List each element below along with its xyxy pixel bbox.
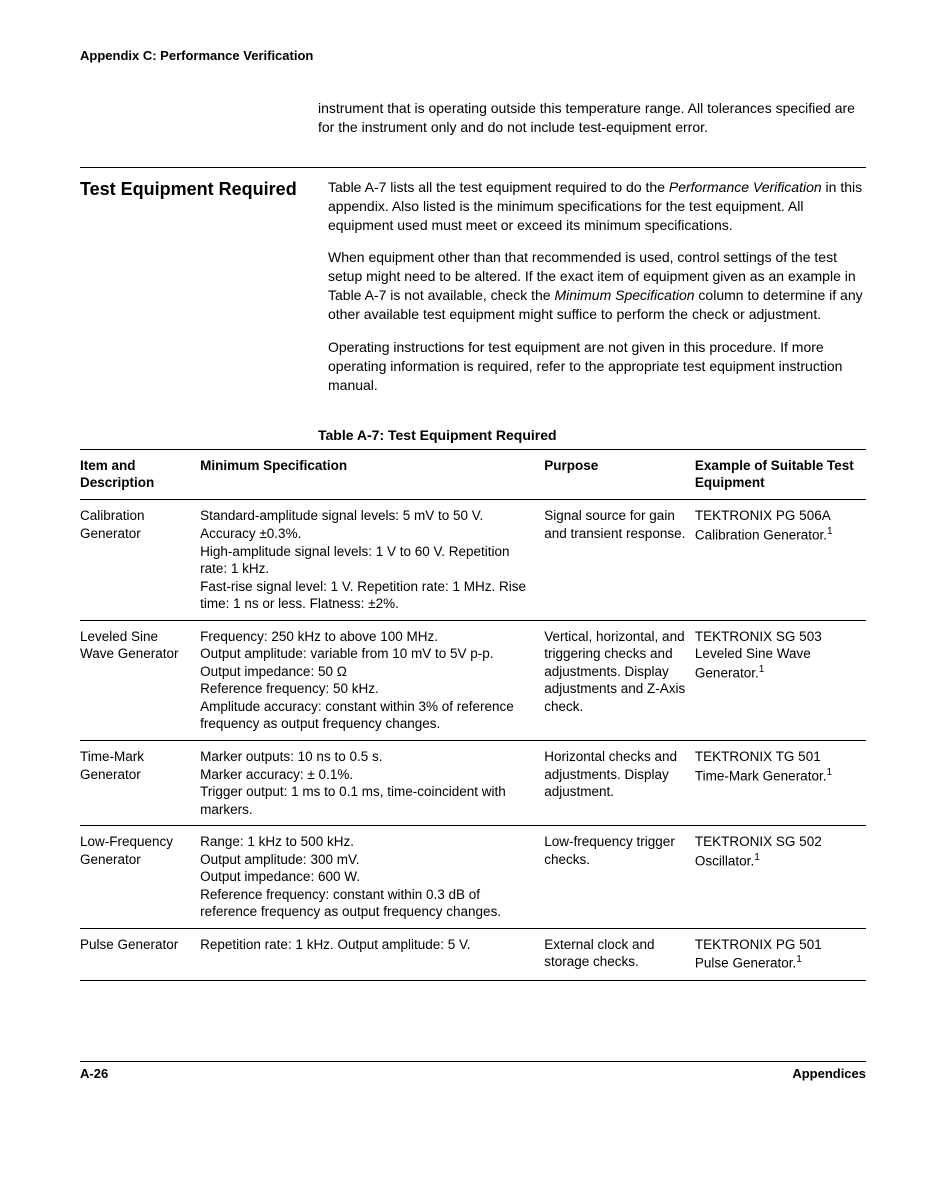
cell-item: Calibration Generator: [80, 500, 200, 620]
section-title: Test Equipment Required: [80, 178, 328, 409]
footer: A-26 Appendices: [80, 1061, 866, 1081]
table-header-row: Item and Description Minimum Specificati…: [80, 449, 866, 500]
table-caption: Table A-7: Test Equipment Required: [318, 427, 866, 443]
table-row: Leveled Sine Wave GeneratorFrequency: 25…: [80, 620, 866, 740]
cell-item: Leveled Sine Wave Generator: [80, 620, 200, 740]
page-number: A-26: [80, 1066, 108, 1081]
section-body: Table A-7 lists all the test equipment r…: [328, 178, 866, 409]
text-run-italic: Performance Verification: [669, 179, 822, 195]
cell-purpose: Vertical, horizontal, and triggering che…: [544, 620, 695, 740]
table-row: Time-Mark GeneratorMarker outputs: 10 ns…: [80, 741, 866, 826]
th-spec: Minimum Specification: [200, 449, 544, 500]
cell-purpose: Signal source for gain and transient res…: [544, 500, 695, 620]
cell-example: TEKTRONIX TG 501 Time-Mark Generator.1: [695, 741, 866, 826]
cell-spec: Marker outputs: 10 ns to 0.5 s. Marker a…: [200, 741, 544, 826]
cell-item: Low-Frequency Generator: [80, 826, 200, 929]
section-divider: [80, 167, 866, 168]
table-row: Calibration GeneratorStandard-amplitude …: [80, 500, 866, 620]
th-purpose: Purpose: [544, 449, 695, 500]
cell-purpose: Low-frequency trigger checks.: [544, 826, 695, 929]
text-run: Table A-7 lists all the test equipment r…: [328, 179, 669, 195]
table-row: Low-Frequency GeneratorRange: 1 kHz to 5…: [80, 826, 866, 929]
footnote-ref: 1: [796, 954, 802, 965]
page: Appendix C: Performance Verification ins…: [0, 0, 936, 1111]
intro-paragraph: instrument that is operating outside thi…: [318, 99, 866, 137]
cell-example: TEKTRONIX PG 501 Pulse Generator.1: [695, 928, 866, 980]
page-header: Appendix C: Performance Verification: [80, 48, 866, 63]
th-example: Example of Suitable Test Equipment: [695, 449, 866, 500]
section-p1: Table A-7 lists all the test equipment r…: [328, 178, 866, 235]
section-test-equipment: Test Equipment Required Table A-7 lists …: [80, 178, 866, 409]
footnote-ref: 1: [827, 526, 833, 537]
section-p3: Operating instructions for test equipmen…: [328, 338, 866, 395]
cell-example: TEKTRONIX PG 506A Calibration Generator.…: [695, 500, 866, 620]
cell-purpose: Horizontal checks and adjustments. Displ…: [544, 741, 695, 826]
footnote-ref: 1: [754, 852, 760, 863]
cell-spec: Standard-amplitude signal levels: 5 mV t…: [200, 500, 544, 620]
footer-divider: [80, 1061, 866, 1062]
footnote-ref: 1: [826, 767, 832, 778]
cell-spec: Repetition rate: 1 kHz. Output amplitude…: [200, 928, 544, 980]
table-row: Pulse GeneratorRepetition rate: 1 kHz. O…: [80, 928, 866, 980]
cell-item: Time-Mark Generator: [80, 741, 200, 826]
section-p2: When equipment other than that recommend…: [328, 248, 866, 324]
equipment-table: Item and Description Minimum Specificati…: [80, 449, 866, 981]
cell-purpose: External clock and storage checks.: [544, 928, 695, 980]
footnote-ref: 1: [759, 664, 765, 675]
footer-label: Appendices: [792, 1066, 866, 1081]
cell-spec: Range: 1 kHz to 500 kHz. Output amplitud…: [200, 826, 544, 929]
th-item: Item and Description: [80, 449, 200, 500]
text-run-italic: Minimum Specification: [554, 287, 694, 303]
cell-example: TEKTRONIX SG 503 Leveled Sine Wave Gener…: [695, 620, 866, 740]
cell-spec: Frequency: 250 kHz to above 100 MHz. Out…: [200, 620, 544, 740]
cell-example: TEKTRONIX SG 502 Oscillator.1: [695, 826, 866, 929]
cell-item: Pulse Generator: [80, 928, 200, 980]
